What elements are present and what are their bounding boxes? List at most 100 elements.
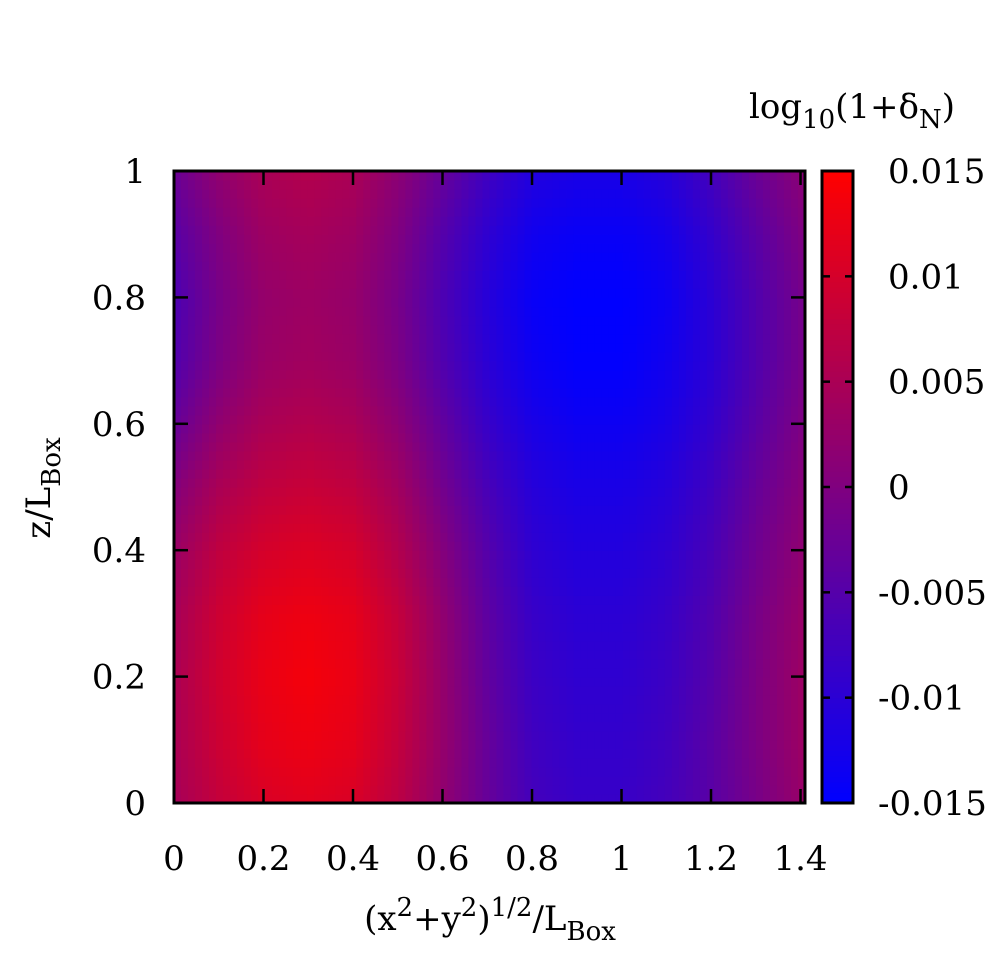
heatmap-cell [251,712,259,723]
heatmap-cell [216,505,224,515]
heatmap-cell [223,775,231,786]
heatmap-cell [790,793,799,804]
heatmap-cell [643,441,652,452]
heatmap-cell [391,477,399,488]
heatmap-cell [461,459,470,470]
heatmap-cell [769,604,778,614]
heatmap-cell [503,468,512,479]
heatmap-cell [524,748,533,759]
heatmap-cell [727,613,736,624]
heatmap-cell [797,414,806,425]
heatmap-cell [720,333,729,344]
heatmap-cell [587,496,596,506]
heatmap-cell [489,496,498,506]
heatmap-cell [496,487,505,497]
heatmap-cell [195,532,203,542]
heatmap-cell [671,784,680,795]
heatmap-cell [349,649,357,660]
heatmap-cell [671,369,680,380]
heatmap-cell [244,766,252,777]
heatmap-cell [265,514,273,524]
heatmap-cell [552,306,561,317]
heatmap-cell [195,577,203,587]
heatmap-cell [608,477,617,488]
heatmap-cell [643,784,652,795]
heatmap-cell [762,396,771,407]
heatmap-cell [748,721,757,732]
heatmap-cell [398,649,406,660]
heatmap-cell [440,622,449,633]
heatmap-cell [643,342,652,353]
heatmap-cell [251,685,259,696]
heatmap-cell [622,387,631,398]
heatmap-cell [552,748,561,759]
heatmap-cell [237,360,245,371]
heatmap-cell [195,324,203,335]
heatmap-cell [587,333,596,344]
heatmap-cell [538,757,547,768]
heatmap-cell [671,586,680,596]
heatmap-cell [657,793,666,804]
heatmap-cell [776,640,785,651]
heatmap-cell [615,306,624,317]
heatmap-cell [377,369,385,380]
heatmap-cell [363,793,371,804]
heatmap-cell [335,396,343,407]
heatmap-cell [412,387,420,398]
heatmap-cell [454,505,463,515]
heatmap-cell [503,306,512,317]
heatmap-cell [601,514,610,524]
heatmap-cell [300,793,308,804]
heatmap-cell [608,775,617,786]
heatmap-cell [636,676,645,687]
heatmap-cell [251,351,259,362]
heatmap-cell [727,450,736,461]
heatmap-cell [356,514,364,524]
heatmap-cell [727,640,736,651]
heatmap-cell [398,315,406,326]
heatmap-cell [454,297,463,308]
heatmap-cell [636,351,645,362]
heatmap-cell [734,405,743,416]
heatmap-cell [349,315,357,326]
heatmap-cell [349,459,357,470]
heatmap-cell [181,378,189,389]
heatmap-cell [391,405,399,416]
heatmap-cell [643,351,652,362]
heatmap-cell [342,351,350,362]
heatmap-cell [272,342,280,353]
heatmap-cell [643,604,652,614]
heatmap-cell [664,432,673,443]
heatmap-cell [475,775,484,786]
heatmap-cell [538,450,547,461]
heatmap-cell [636,324,645,335]
heatmap-cell [510,604,519,614]
heatmap-cell [692,369,701,380]
heatmap-cell [244,658,252,669]
heatmap-cell [524,712,533,723]
heatmap-cell [615,342,624,353]
heatmap-cell [755,496,764,506]
heatmap-cell [671,775,680,786]
heatmap-cell [342,396,350,407]
heatmap-cell [678,712,687,723]
heatmap-cell [321,604,329,614]
heatmap-cell [209,423,217,434]
heatmap-cell [384,766,392,777]
heatmap-cell [447,378,456,389]
heatmap-cell [587,577,596,587]
heatmap-cell [671,306,680,317]
heatmap-cell [559,775,568,786]
heatmap-cell [643,324,652,335]
heatmap-cell [447,505,456,515]
heatmap-cell [251,496,259,506]
heatmap-cell [244,405,252,416]
heatmap-cell [531,477,540,488]
heatmap-cell [300,550,308,560]
heatmap-cell [440,487,449,497]
heatmap-cell [566,441,575,452]
heatmap-cell [293,487,301,497]
heatmap-cell [657,378,666,389]
heatmap-cell [762,577,771,587]
heatmap-cell [209,360,217,371]
